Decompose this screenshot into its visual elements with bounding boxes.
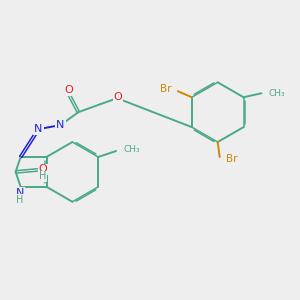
Text: N: N bbox=[15, 188, 24, 198]
Text: N: N bbox=[56, 120, 64, 130]
Text: H: H bbox=[39, 171, 47, 182]
Text: H: H bbox=[16, 195, 23, 205]
Text: CH₃: CH₃ bbox=[123, 145, 140, 154]
Text: Br: Br bbox=[226, 154, 237, 164]
Text: O: O bbox=[114, 92, 122, 102]
Text: O: O bbox=[39, 164, 47, 174]
Text: O: O bbox=[64, 85, 73, 95]
Text: N: N bbox=[34, 124, 43, 134]
Text: CH₃: CH₃ bbox=[268, 89, 285, 98]
Text: Br: Br bbox=[160, 84, 172, 94]
